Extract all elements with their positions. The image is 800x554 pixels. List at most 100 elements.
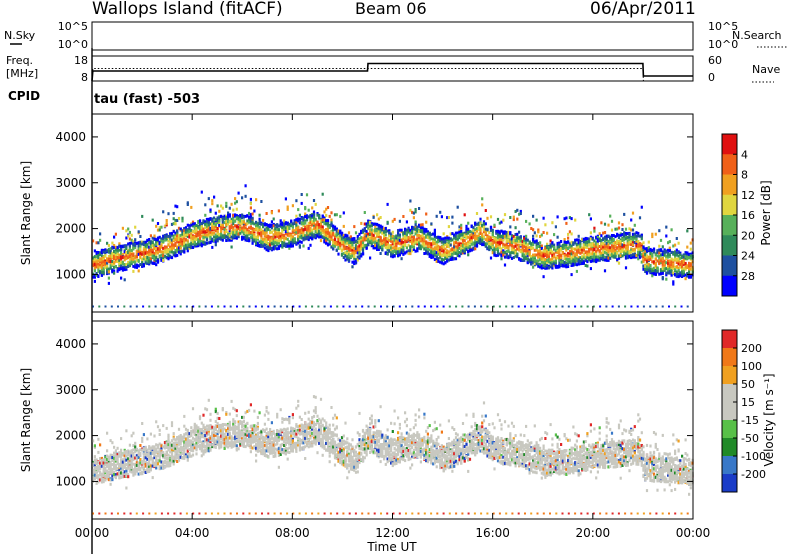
echo-cell bbox=[123, 268, 126, 272]
echo-cell bbox=[160, 245, 163, 249]
echo-cell bbox=[328, 240, 331, 244]
echo-cell bbox=[265, 226, 268, 230]
echo-cell bbox=[553, 252, 556, 256]
echo-cell bbox=[463, 234, 466, 238]
echo-cell bbox=[570, 264, 573, 267]
echo-cell bbox=[307, 226, 310, 230]
echo-cell bbox=[589, 255, 592, 259]
echo-cell bbox=[540, 266, 543, 270]
echo-cell bbox=[393, 217, 396, 221]
echo-cell bbox=[491, 248, 494, 252]
echo-cell bbox=[332, 233, 335, 237]
echo-cell bbox=[363, 238, 366, 242]
echo-cell bbox=[134, 255, 137, 259]
echo-cell bbox=[258, 232, 261, 236]
echo-cell bbox=[446, 254, 449, 258]
echo-cell bbox=[353, 254, 356, 258]
echo-cell bbox=[244, 214, 247, 218]
echo-cell bbox=[181, 216, 184, 220]
echo-cell bbox=[318, 229, 321, 233]
echo-cell bbox=[93, 268, 96, 272]
echo-cell bbox=[451, 215, 454, 219]
echo-cell bbox=[619, 246, 622, 250]
echo-cell bbox=[626, 237, 629, 240]
echo-cell bbox=[567, 236, 570, 240]
echo-cell bbox=[179, 233, 182, 237]
echo-cell bbox=[276, 232, 279, 236]
echo-cell bbox=[537, 249, 540, 253]
echo-cell bbox=[547, 266, 550, 270]
echo-cell bbox=[99, 252, 102, 256]
echo-cell bbox=[574, 247, 577, 251]
echo-cell bbox=[390, 246, 393, 250]
echo-cell bbox=[255, 220, 258, 224]
echo-cell bbox=[253, 239, 256, 243]
echo-cell bbox=[477, 227, 480, 231]
echo-cell bbox=[205, 233, 209, 237]
echo-cell bbox=[316, 227, 319, 231]
echo-cell bbox=[503, 234, 507, 238]
echo-cell bbox=[444, 247, 447, 251]
echo-cell bbox=[598, 256, 601, 260]
echo-cell bbox=[500, 229, 503, 233]
echo-cell bbox=[512, 248, 515, 252]
echo-cell bbox=[198, 236, 202, 240]
echo-cell bbox=[248, 220, 251, 224]
echo-cell bbox=[114, 245, 117, 249]
echo-cell bbox=[283, 224, 286, 227]
echo-cell bbox=[568, 260, 571, 264]
echo-cell bbox=[433, 233, 436, 237]
echo-cell bbox=[251, 234, 254, 238]
echo-cell bbox=[321, 225, 324, 229]
echo-cell bbox=[481, 234, 484, 238]
echo-cell bbox=[393, 248, 396, 252]
echo-cell bbox=[542, 275, 545, 279]
echo-cell bbox=[525, 252, 528, 255]
echo-cell bbox=[617, 234, 621, 238]
echo-cell bbox=[314, 223, 317, 227]
echo-cell bbox=[99, 260, 102, 264]
echo-cell bbox=[395, 244, 398, 247]
echo-cell bbox=[358, 240, 361, 244]
echo-cell bbox=[386, 229, 389, 233]
echo-cell bbox=[477, 237, 480, 240]
echo-cell bbox=[339, 237, 342, 241]
echo-cell bbox=[127, 263, 130, 267]
echo-cell bbox=[591, 242, 594, 245]
echo-cell bbox=[120, 251, 123, 255]
echo-cell bbox=[588, 256, 591, 260]
echo-cell bbox=[621, 236, 624, 240]
echo-cell bbox=[184, 238, 188, 242]
echo-cell bbox=[542, 253, 545, 257]
echo-cell bbox=[439, 237, 442, 241]
echo-cell bbox=[544, 265, 547, 269]
echo-cell bbox=[209, 230, 212, 234]
echo-cell bbox=[532, 253, 535, 257]
echo-cell bbox=[616, 258, 619, 262]
echo-cell bbox=[412, 245, 415, 249]
echo-cell bbox=[142, 264, 145, 268]
echo-cell bbox=[421, 237, 424, 241]
echo-cell bbox=[218, 237, 221, 241]
echo-cell bbox=[617, 235, 621, 239]
echo-cell bbox=[319, 233, 323, 237]
echo-cell bbox=[491, 233, 494, 237]
echo-cell bbox=[323, 235, 326, 239]
noise-tick-right-low: 10^0 bbox=[708, 38, 738, 51]
echo-cell bbox=[390, 253, 393, 257]
echo-cell bbox=[563, 246, 566, 250]
echo-cell bbox=[570, 232, 573, 236]
echo-cell bbox=[430, 243, 433, 246]
echo-cell bbox=[600, 256, 603, 260]
echo-cell bbox=[293, 219, 296, 223]
echo-cell bbox=[525, 246, 528, 250]
echo-cell bbox=[116, 255, 119, 259]
echo-cell bbox=[93, 260, 96, 264]
echo-cell bbox=[390, 234, 393, 237]
echo-cell bbox=[596, 248, 599, 252]
echo-cell bbox=[546, 247, 549, 251]
echo-cell bbox=[297, 238, 300, 242]
echo-cell bbox=[577, 234, 580, 238]
echo-cell bbox=[256, 222, 259, 226]
echo-cell bbox=[425, 246, 428, 250]
